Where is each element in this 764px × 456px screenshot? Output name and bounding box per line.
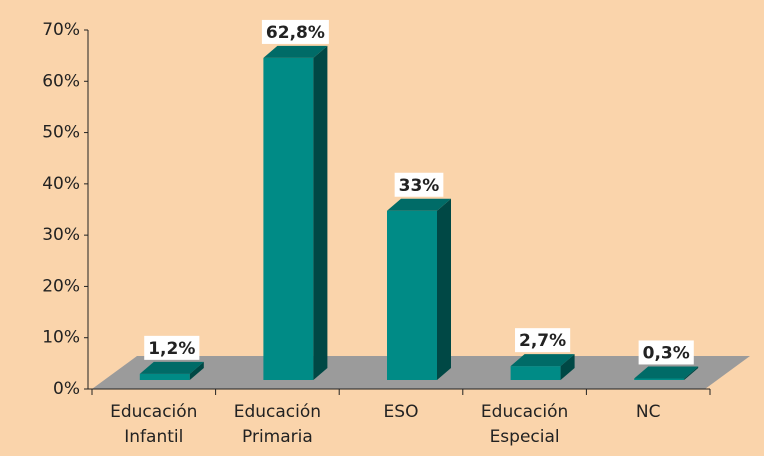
bar-face xyxy=(189,361,204,380)
x-tick-label: NC xyxy=(636,402,661,422)
value-label-box xyxy=(144,335,200,360)
value-label-box xyxy=(515,328,571,353)
bar-face xyxy=(634,378,685,380)
y-tick-label: 50% xyxy=(42,123,80,143)
bar-face xyxy=(263,45,328,58)
y-tick-label: 0% xyxy=(53,379,80,399)
bar xyxy=(510,354,575,380)
value-label: 2,7% xyxy=(519,331,566,351)
value-label-box xyxy=(394,172,444,197)
y-tick-label: 10% xyxy=(42,328,80,348)
y-tick-label: 20% xyxy=(42,276,80,296)
x-tick-label: Educación Especial xyxy=(481,402,568,447)
y-tick-label: 60% xyxy=(42,71,80,91)
bar-face xyxy=(684,366,699,380)
y-tick-label: 30% xyxy=(42,225,80,245)
bar-face xyxy=(139,373,190,380)
bar-face xyxy=(313,45,328,380)
x-tick-label: Educación Infantil xyxy=(110,402,197,447)
bar xyxy=(139,361,204,380)
bar xyxy=(634,366,699,380)
bar xyxy=(263,45,328,380)
bar-face xyxy=(560,354,575,380)
bar-face xyxy=(139,361,204,374)
value-label: 1,2% xyxy=(148,339,195,359)
y-tick-label: 70% xyxy=(42,20,80,40)
value-label-box xyxy=(638,340,694,365)
y-tick-label: 40% xyxy=(42,174,80,194)
bar-face xyxy=(387,210,437,380)
bar-face xyxy=(387,198,451,211)
value-label: 33% xyxy=(399,176,440,196)
x-tick-label: Educación Primaria xyxy=(234,402,321,447)
bar xyxy=(387,198,451,380)
bar-face xyxy=(437,198,451,380)
value-label: 0,3% xyxy=(643,343,690,363)
bar-face xyxy=(634,366,699,379)
value-label-box xyxy=(261,19,329,44)
bar-face xyxy=(510,354,575,367)
x-tick-label: ESO xyxy=(384,402,419,422)
value-label: 62,8% xyxy=(266,23,325,43)
bar-face xyxy=(510,366,561,380)
bar-face xyxy=(263,57,314,380)
